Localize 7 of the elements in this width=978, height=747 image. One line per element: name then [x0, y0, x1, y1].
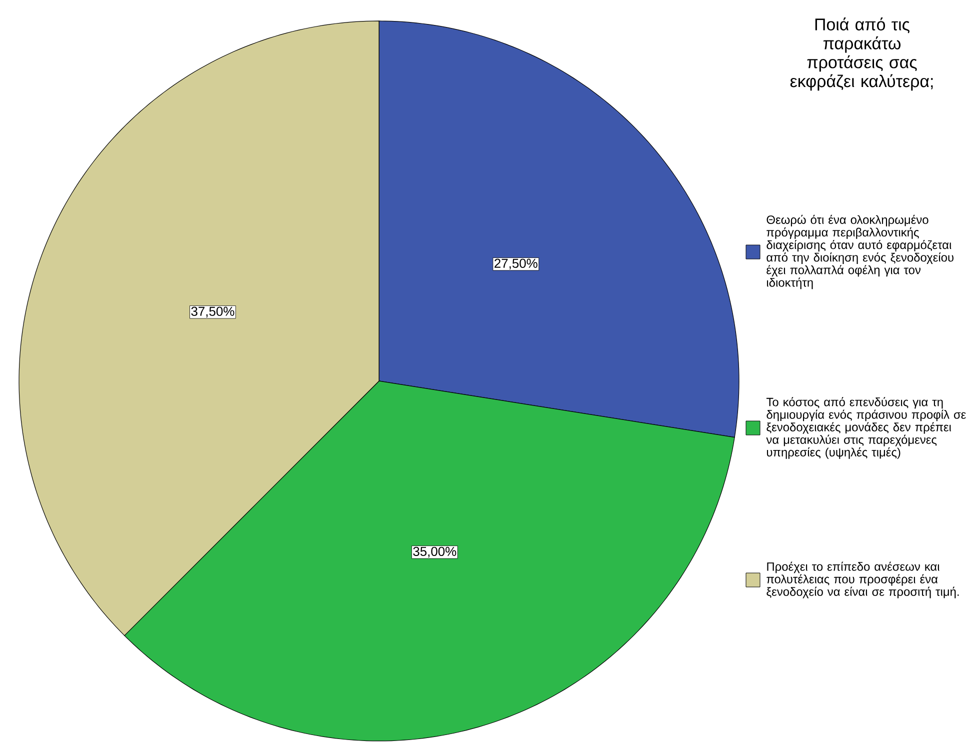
data-label: 35,00%	[413, 546, 456, 558]
legend-label: Το κόστος από επενδύσεις για τη δημιουργία ενός πράσινου προφίλ σε ξενοδοχειακές μονάδες δεν πρέπει να μετακυλύει στις παρεχόμενες υπηρεσίες (υψηλές τιμές)	[766, 397, 966, 459]
legend-label: Θεωρώ ότι ένα ολοκληρωμένο πρόγραμμα περιβαλλοντικής διαχείρισης όταν αυτό εφαρμόζεται από την διοίκηση ενός ξενοδοχείου έχει πολλαπλά οφέλη για τον ιδιοκτήτη	[766, 214, 954, 290]
legend-label: Προέχει το επίπεδο ανέσεων και πολυτέλειας που προσφέρει ένα ξενοδοχείο να είναι σε προσιτή τιμή.	[766, 562, 959, 598]
data-label: 37,50%	[191, 306, 234, 318]
data-label: 27,50%	[494, 258, 538, 270]
legend-title: Ποιά από τις παρακάτω προτάσεις σας εκφράζει καλύτερα;	[790, 18, 933, 91]
